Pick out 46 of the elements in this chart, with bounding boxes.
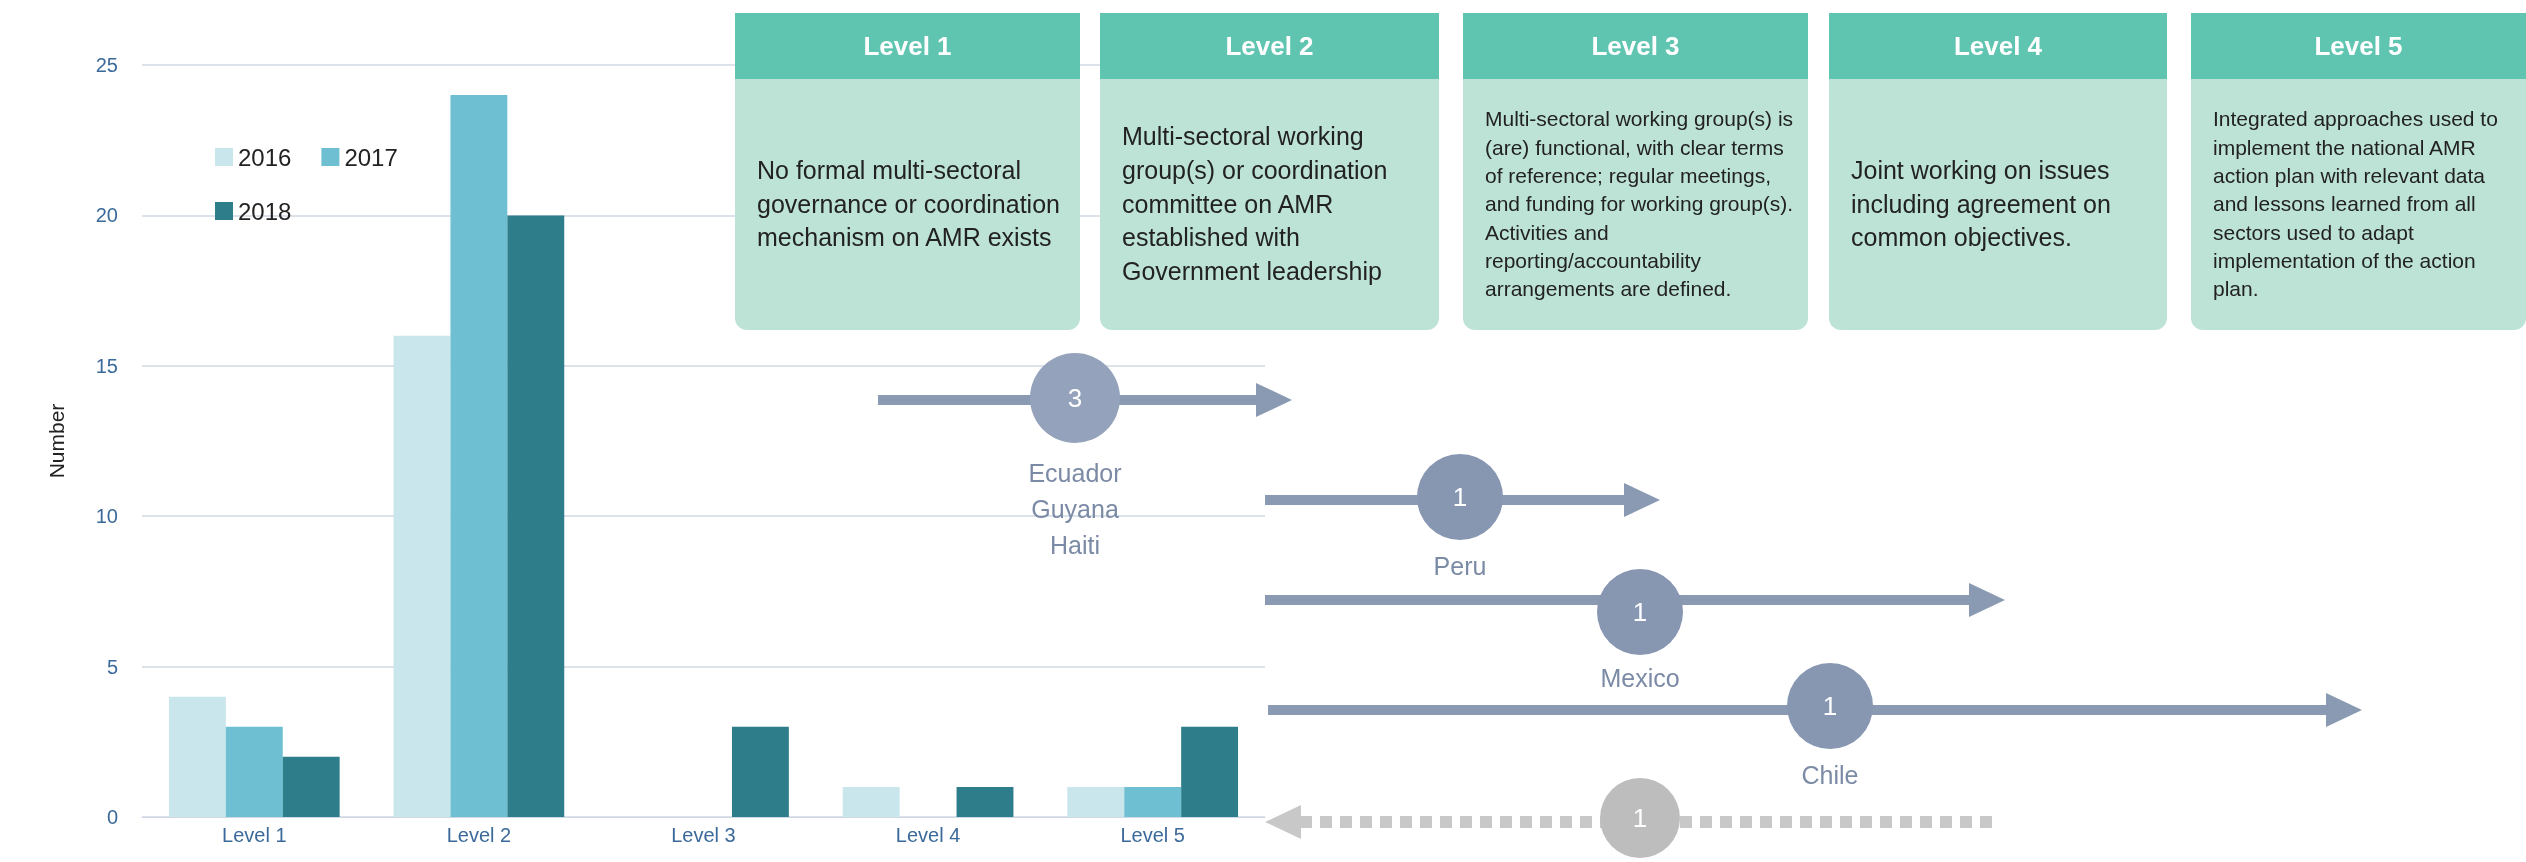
bar — [450, 95, 508, 817]
text: Joint working on issues including agreement on common objectives. — [1851, 154, 2112, 254]
y-tick-label: 10 — [95, 505, 118, 528]
text: 1 — [1821, 690, 1839, 722]
bar — [956, 786, 1014, 817]
text: Peru — [1432, 551, 1488, 582]
x-tick-label: Level 1 — [222, 824, 287, 846]
annotation: Ecuador Guyana Haiti — [1027, 458, 1123, 561]
legend-label: 2016 — [238, 143, 292, 171]
bar — [282, 756, 340, 817]
bar — [1067, 786, 1125, 817]
y-tick-label: 5 — [106, 655, 118, 678]
y-tick-label: 20 — [95, 204, 118, 227]
text: Mexico — [1599, 663, 1681, 694]
text: 1 — [1631, 802, 1649, 834]
legend-label: 2018 — [238, 197, 292, 225]
annotation: 3 — [1066, 382, 1084, 414]
bar — [1181, 726, 1239, 817]
x-tick-label: Level 4 — [895, 824, 961, 846]
bar — [1124, 786, 1182, 817]
text: 1 — [1451, 481, 1469, 513]
y-tick-label: 0 — [106, 806, 118, 828]
bar — [168, 696, 226, 817]
bar — [393, 335, 451, 817]
bar — [225, 726, 283, 817]
y-tick-label: 25 — [95, 54, 118, 76]
legend-label: 2017 — [344, 143, 398, 171]
annotation: Multi-sectoral working group(s) or coordination committee on AMR established with Government leadership — [1122, 121, 1389, 288]
x-tick-label: Level 2 — [446, 824, 512, 846]
text: Multi-sectoral working group(s) is (are) functional, with clear terms of reference; regular meetings, and funding for working group(s). Activities and reporting/accountability arrangements are defined. — [1485, 106, 1794, 303]
text: 1 — [1631, 596, 1649, 628]
text: Level 1 — [735, 13, 1080, 79]
annotation: No formal multi-sectoral governance or coordination mechanism on AMR exists — [757, 154, 1061, 254]
text: Level 3 — [1463, 13, 1808, 79]
y-tick-label: 15 — [95, 354, 118, 377]
bar — [842, 786, 900, 817]
text: Level 5 — [2191, 13, 2526, 79]
bar — [731, 726, 789, 817]
text: Level 2 — [1100, 13, 1439, 79]
x-tick-label: Level 3 — [671, 824, 736, 846]
y-axis-title: Number — [45, 403, 68, 479]
text: Level 4 — [1829, 13, 2167, 79]
text: Integrated approaches used to implement the national AMR action plan with relevant data and lessons learned from all sectors used to adapt implementation of the action plan. — [2213, 106, 2499, 303]
x-tick-label: Level 5 — [1120, 824, 1185, 846]
text: Chile — [1800, 760, 1860, 791]
bar — [507, 215, 565, 817]
